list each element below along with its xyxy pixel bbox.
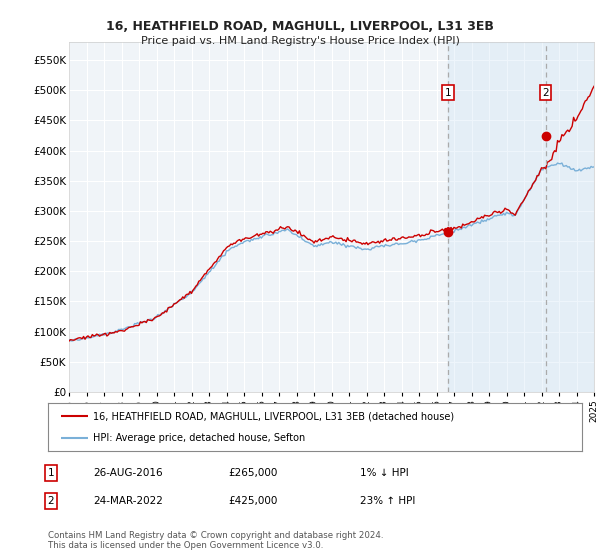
Text: 26-AUG-2016: 26-AUG-2016 <box>93 468 163 478</box>
Text: 16, HEATHFIELD ROAD, MAGHULL, LIVERPOOL, L31 3EB: 16, HEATHFIELD ROAD, MAGHULL, LIVERPOOL,… <box>106 20 494 32</box>
Text: Price paid vs. HM Land Registry's House Price Index (HPI): Price paid vs. HM Land Registry's House … <box>140 36 460 46</box>
Text: 2: 2 <box>542 88 549 98</box>
Text: 1% ↓ HPI: 1% ↓ HPI <box>360 468 409 478</box>
Text: HPI: Average price, detached house, Sefton: HPI: Average price, detached house, Seft… <box>94 433 305 443</box>
Text: 16, HEATHFIELD ROAD, MAGHULL, LIVERPOOL, L31 3EB (detached house): 16, HEATHFIELD ROAD, MAGHULL, LIVERPOOL,… <box>94 411 455 421</box>
Text: 23% ↑ HPI: 23% ↑ HPI <box>360 496 415 506</box>
Text: £425,000: £425,000 <box>228 496 277 506</box>
Text: 1: 1 <box>47 468 55 478</box>
Bar <box>448 42 594 392</box>
Text: 1: 1 <box>445 88 451 98</box>
Text: Contains HM Land Registry data © Crown copyright and database right 2024.
This d: Contains HM Land Registry data © Crown c… <box>48 531 383 550</box>
Text: 24-MAR-2022: 24-MAR-2022 <box>93 496 163 506</box>
Text: £265,000: £265,000 <box>228 468 277 478</box>
Text: 2: 2 <box>47 496 55 506</box>
